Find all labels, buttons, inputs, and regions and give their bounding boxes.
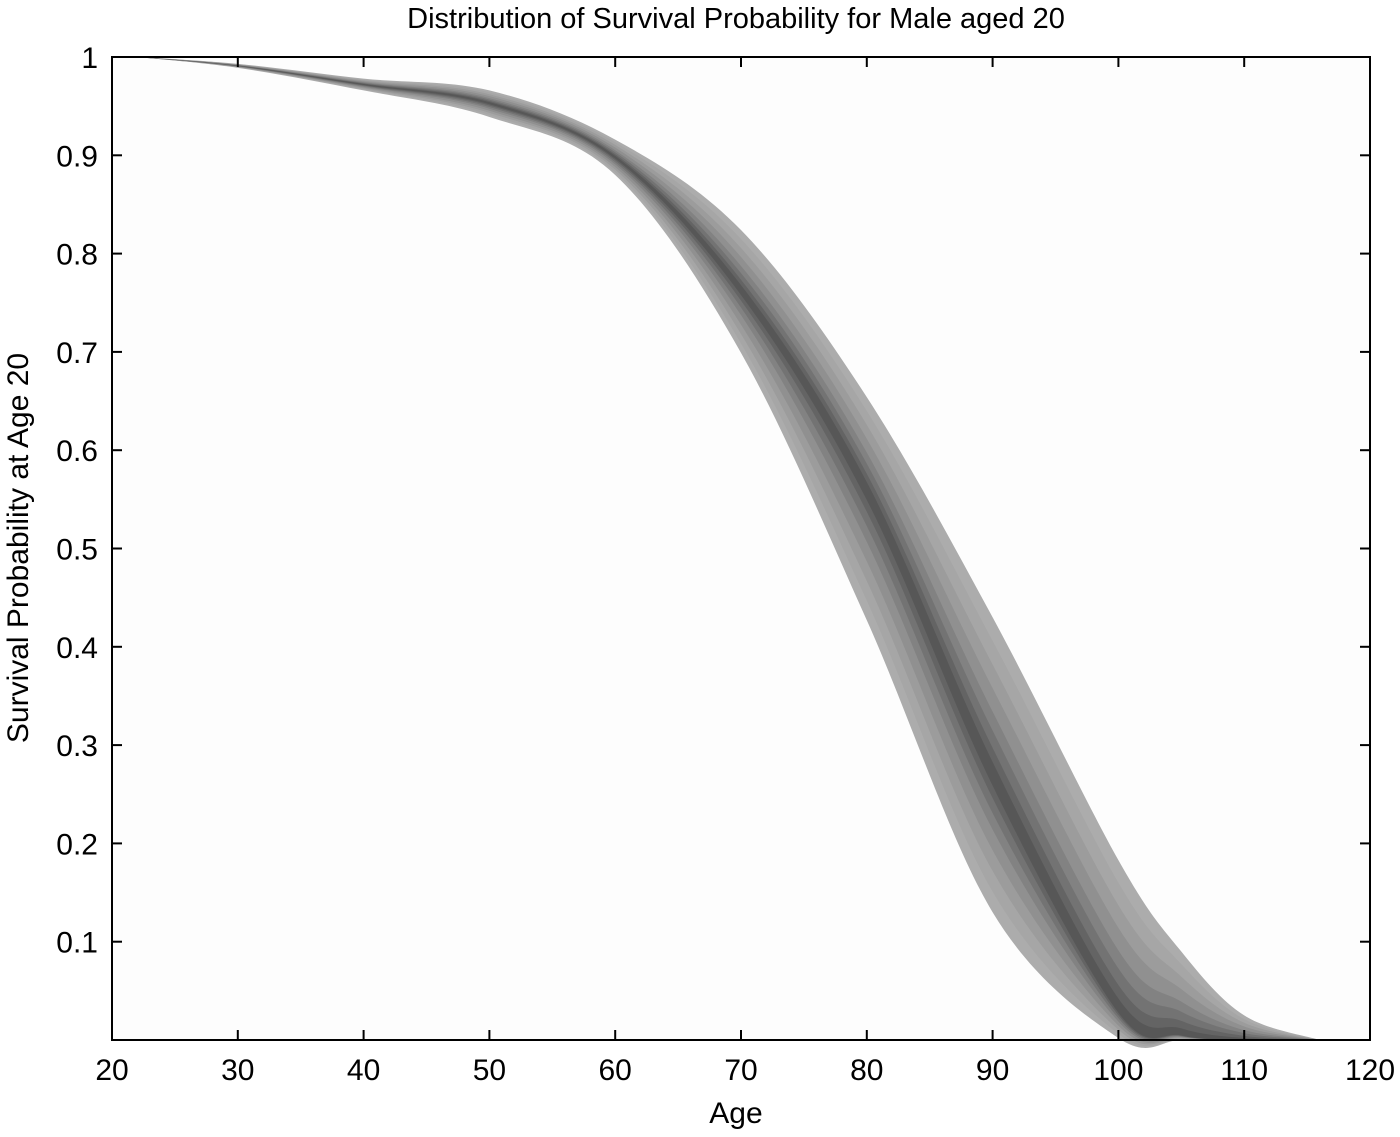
y-tick-label: 0.4: [56, 632, 98, 665]
x-tick-label: 100: [1093, 1054, 1143, 1087]
y-tick-label: 0.3: [56, 730, 98, 763]
x-axis-label: Age: [709, 1097, 762, 1130]
x-tick-label: 40: [347, 1054, 380, 1087]
y-axis-ticks: 0.1 0.2 0.3 0.4 0.5 0.6 0.7 0.8 0.9 1: [56, 42, 1370, 960]
y-tick-label: 0.2: [56, 828, 98, 861]
x-tick-label: 50: [473, 1054, 506, 1087]
x-tick-label: 60: [599, 1054, 632, 1087]
x-tick-label: 120: [1345, 1054, 1395, 1087]
y-tick-label: 0.7: [56, 337, 98, 370]
x-tick-label: 80: [850, 1054, 883, 1087]
y-tick-label: 0.6: [56, 435, 98, 468]
band-layer: [137, 57, 1320, 1041]
x-tick-label: 70: [724, 1054, 757, 1087]
x-tick-label: 30: [221, 1054, 254, 1087]
x-tick-label: 90: [976, 1054, 1009, 1087]
y-tick-label: 0.1: [56, 927, 98, 960]
y-tick-label: 0.8: [56, 239, 98, 272]
x-axis-ticks: 20 30 40 50 60 70 80 90 100 110 120: [95, 57, 1395, 1087]
x-tick-label: 20: [95, 1054, 128, 1087]
y-axis-label: Survival Probability at Age 20: [2, 353, 35, 743]
survival-band: [137, 57, 1320, 1048]
y-tick-label: 1: [81, 42, 98, 75]
chart-title: Distribution of Survival Probability for…: [407, 3, 1065, 35]
plot-area: [112, 57, 1370, 1040]
y-tick-label: 0.9: [56, 140, 98, 173]
x-tick-label: 110: [1220, 1054, 1268, 1087]
y-tick-label: 0.5: [56, 534, 98, 567]
